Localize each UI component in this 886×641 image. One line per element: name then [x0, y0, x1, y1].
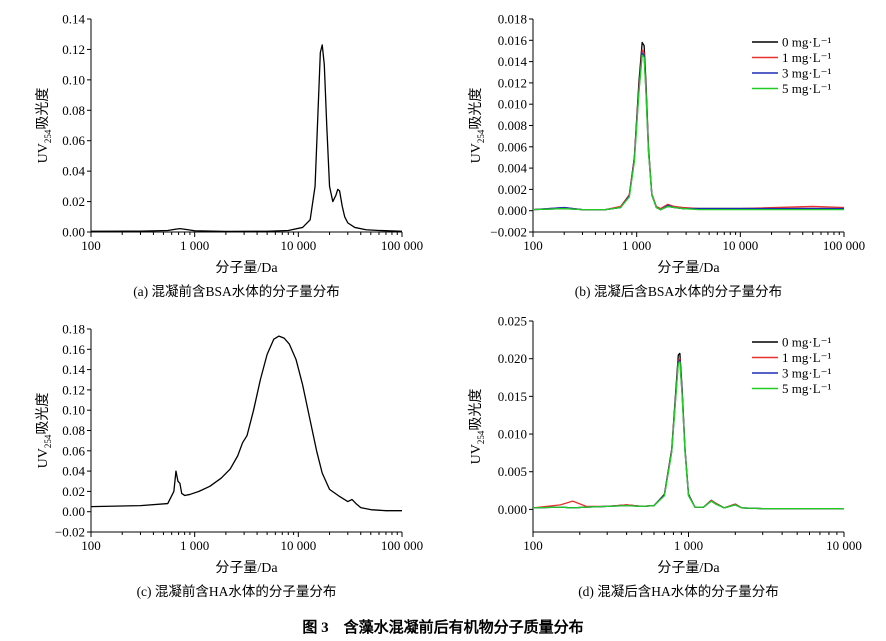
y-tick-label: 0.10	[62, 403, 85, 418]
panel-b: −0.002 0.000 0.002 0.004 0.006 0.008 0.010 0.01…	[468, 12, 865, 300]
panel-c: −0.02 0.00 0.02 0.04 0.06 0.08 0.10 0.12 0.14 0.1…	[35, 322, 423, 600]
y-tick-label: 0.005	[498, 464, 527, 479]
x-axis-label: 分子量/Da	[215, 260, 278, 276]
legend-label: 1 mg·L⁻¹	[782, 350, 831, 365]
series-line-1	[91, 335, 402, 512]
y-tick-label: 0.06	[62, 443, 85, 458]
x-tick-label: 10 000	[826, 538, 862, 553]
panel-d: 0.000 0.005 0.010 0.015 0.020 0.025 100 1 000 10…	[468, 314, 862, 600]
x-tick-label: 100 000	[381, 538, 423, 553]
y-axis-label: UV254吸光度	[35, 393, 53, 469]
x-tick-label: 100	[81, 238, 101, 253]
panel-caption: (d) 混凝后含HA水体的分子量分布	[578, 584, 779, 599]
legend-label: 5 mg·L⁻¹	[782, 81, 831, 96]
y-tick-label: 0.000	[498, 502, 527, 517]
y-tick-label: 0.18	[62, 322, 85, 337]
y-tick-label: 0.04	[62, 464, 85, 479]
y-tick-label: 0.08	[62, 103, 85, 118]
y-tick-label: 0.025	[498, 314, 527, 329]
figure-title: 图 3 含藻水混凝前后有机物分子质量分布	[302, 618, 583, 636]
x-tick-label: 100 000	[381, 238, 423, 253]
y-tick-label: 0.10	[62, 72, 85, 87]
y-tick-label: 0.12	[62, 382, 85, 397]
x-tick-label: 1 000	[180, 238, 209, 253]
y-tick-label: 0.018	[498, 12, 527, 27]
x-tick-label: 10 000	[280, 238, 316, 253]
legend-label: 0 mg·L⁻¹	[782, 335, 831, 350]
legend-label: 3 mg·L⁻¹	[782, 66, 831, 81]
y-tick-label: 0.00	[62, 225, 85, 240]
series-line-4	[533, 54, 844, 211]
y-tick-label: 0.020	[498, 351, 527, 366]
x-tick-label: 1 000	[674, 538, 703, 553]
x-tick-label: 100	[523, 538, 543, 553]
x-tick-label: 100	[523, 238, 543, 253]
y-axis-label: UV254吸光度	[468, 88, 486, 164]
legend-label: 5 mg·L⁻¹	[782, 381, 831, 396]
y-tick-label: 0.000	[498, 203, 527, 218]
y-tick-label: 0.04	[62, 164, 85, 179]
x-tick-label: 100 000	[823, 238, 865, 253]
panel-caption: (c) 混凝前含HA水体的分子量分布	[137, 583, 337, 599]
y-tick-label: 0.015	[498, 389, 527, 404]
panel-a: 0.00 0.02 0.04 0.06 0.08 0.10 0.12 0.14 100 1 000…	[35, 12, 423, 300]
y-tick-label: 0.016	[498, 33, 528, 48]
series-line-4	[533, 361, 844, 510]
x-axis-label: 分子量/Da	[657, 260, 720, 276]
y-tick-label: 0.14	[62, 12, 85, 27]
y-tick-label: 0.08	[62, 423, 85, 438]
x-tick-label: 1 000	[622, 238, 651, 253]
y-tick-label: 0.002	[498, 182, 527, 197]
x-axis-label: 分子量/Da	[657, 560, 720, 576]
x-tick-label: 10 000	[722, 238, 758, 253]
y-axis-label: UV254吸光度	[468, 389, 486, 465]
x-axis-label: 分子量/Da	[215, 560, 278, 576]
y-tick-label: 0.06	[62, 133, 85, 148]
legend-label: 3 mg·L⁻¹	[782, 366, 831, 381]
y-tick-label: 0.00	[62, 504, 85, 519]
y-tick-label: 0.02	[62, 194, 85, 209]
y-axis-label: UV254吸光度	[35, 88, 53, 164]
y-tick-label: −0.002	[490, 225, 527, 240]
y-tick-label: 0.008	[498, 118, 527, 133]
y-tick-label: 0.010	[498, 427, 527, 442]
x-tick-label: 1 000	[180, 538, 209, 553]
y-tick-label: 0.16	[62, 342, 85, 357]
y-tick-label: 0.010	[498, 97, 527, 112]
y-tick-label: 0.02	[62, 484, 85, 499]
y-tick-label: 0.004	[498, 161, 528, 176]
y-tick-label: 0.012	[498, 75, 527, 90]
panel-caption: (a) 混凝前含BSA水体的分子量分布	[133, 283, 340, 299]
y-tick-label: 0.014	[498, 54, 528, 69]
panel-caption: (b) 混凝后含BSA水体的分子量分布	[575, 284, 782, 299]
y-tick-label: 0.14	[62, 362, 85, 377]
legend-label: 0 mg·L⁻¹	[782, 35, 831, 50]
legend-label: 1 mg·L⁻¹	[782, 50, 831, 65]
series-line-1	[91, 44, 402, 232]
y-tick-label: −0.02	[55, 525, 85, 540]
x-tick-label: 100	[81, 538, 101, 553]
y-tick-label: 0.12	[62, 42, 85, 57]
x-tick-label: 10 000	[280, 538, 316, 553]
y-tick-label: 0.006	[498, 139, 528, 154]
